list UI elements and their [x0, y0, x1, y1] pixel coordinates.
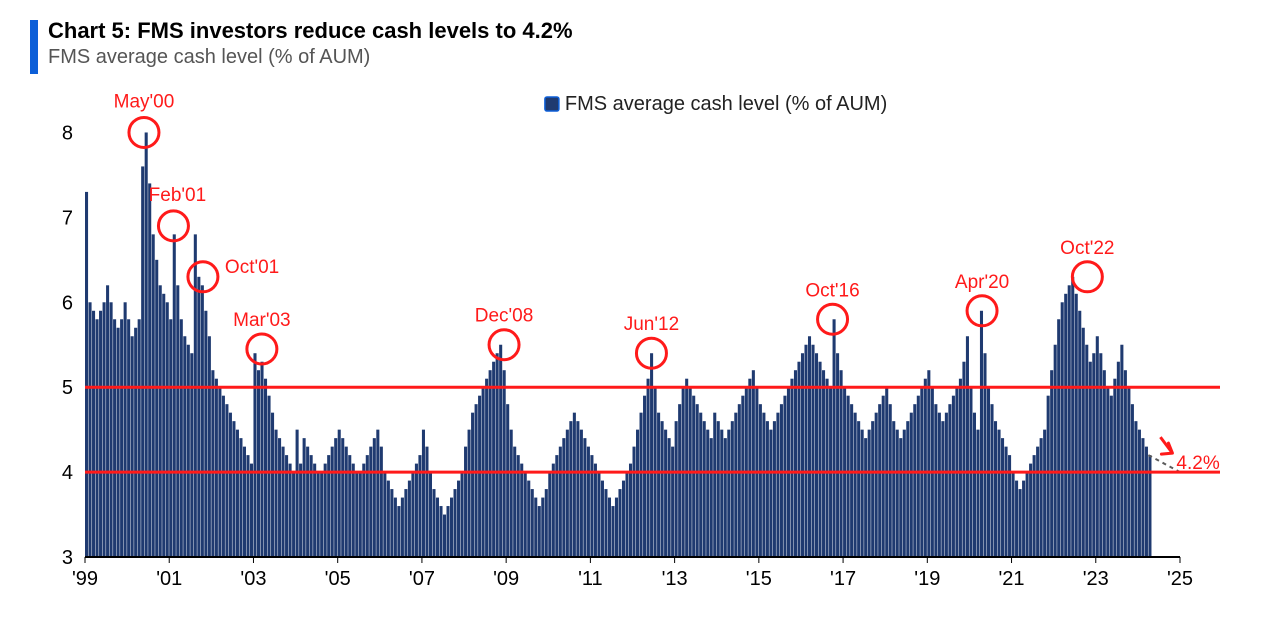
annotation-label: Jun'12 — [624, 314, 679, 335]
projection-line — [1148, 455, 1180, 472]
annotation-label: Mar'03 — [233, 310, 290, 331]
x-tick-label: '01 — [156, 568, 182, 590]
y-tick-label: 3 — [62, 547, 73, 569]
y-tick-label: 4 — [62, 462, 73, 484]
x-tick-label: '05 — [325, 568, 351, 590]
annotation-label: May'00 — [114, 91, 175, 112]
annotation-circle — [489, 330, 519, 360]
annotation-label: Oct'16 — [805, 280, 859, 301]
x-tick-label: '09 — [493, 568, 519, 590]
annotation-label: Feb'01 — [149, 185, 207, 206]
chart-area: 3 4 5 6 7 8 '99 '01 '03 '05 '07 '09 '11 '13 '15 '17 '19 '… — [30, 77, 1250, 597]
annotation-label: Dec'08 — [475, 306, 534, 327]
x-tick-label: '03 — [240, 568, 266, 590]
x-tick-label: '11 — [578, 568, 603, 590]
y-tick-label: 7 — [62, 207, 73, 229]
end-value-label: 4.2% — [1176, 453, 1219, 474]
x-tick-label: '07 — [409, 568, 435, 590]
legend: FMS average cash level (% of AUM) — [545, 93, 887, 115]
chart-title: Chart 5: FMS investors reduce cash level… — [48, 18, 1250, 44]
legend-label: FMS average cash level (% of AUM) — [565, 93, 887, 115]
x-tick-label: '21 — [998, 568, 1024, 590]
x-tick-label: '25 — [1167, 568, 1193, 590]
x-tick-label: '13 — [662, 568, 688, 590]
series-bars — [85, 132, 1151, 557]
x-tick-label: '23 — [1083, 568, 1109, 590]
chart-header: Chart 5: FMS investors reduce cash level… — [30, 18, 1250, 69]
y-tick-label: 5 — [62, 377, 73, 399]
annotation-label: Apr'20 — [955, 272, 1009, 293]
annotation-circle — [1072, 262, 1102, 292]
annotation-label: Oct'01 — [225, 257, 279, 278]
x-tick-label: '15 — [746, 568, 772, 590]
x-tick-label: '17 — [830, 568, 856, 590]
x-tick-label: '99 — [72, 568, 98, 590]
accent-bar — [30, 20, 38, 74]
y-tick-label: 6 — [62, 292, 73, 314]
annotation-circle — [247, 334, 277, 364]
chart-subtitle: FMS average cash level (% of AUM) — [48, 46, 1250, 69]
y-tick-label: 8 — [62, 122, 73, 144]
x-tick-label: '19 — [914, 568, 940, 590]
annotation-circle — [129, 117, 159, 147]
annotation-label: Oct'22 — [1060, 238, 1114, 259]
